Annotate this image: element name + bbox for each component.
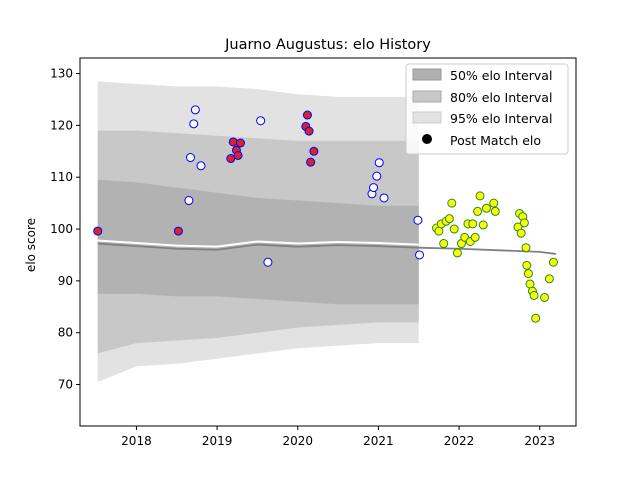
- elo-point: [379, 193, 389, 203]
- x-tick-label: 2020: [282, 434, 313, 448]
- chart-title: Juarno Augustus: elo History: [224, 37, 431, 53]
- legend-swatch-80: [412, 90, 442, 103]
- elo-point: [478, 220, 488, 230]
- elo-point: [489, 198, 499, 208]
- legend: 50% elo Interval 80% elo Interval 95% el…: [405, 63, 569, 155]
- elo-point: [189, 119, 199, 129]
- elo-point: [372, 171, 382, 181]
- elo-point: [184, 196, 194, 206]
- elo-point: [481, 203, 491, 213]
- elo-point: [190, 105, 200, 115]
- elo-point: [449, 224, 459, 234]
- elo-point: [304, 126, 314, 136]
- y-tick-label: 70: [58, 378, 73, 392]
- elo-point: [522, 260, 532, 270]
- elo-point: [439, 239, 449, 249]
- elo-point: [196, 161, 206, 171]
- x-tick-label: 2023: [524, 434, 555, 448]
- elo-point: [93, 226, 103, 236]
- x-tick-label: 2018: [121, 434, 152, 448]
- x-tick-label: 2019: [202, 434, 233, 448]
- elo-point: [309, 146, 319, 156]
- elo-point: [374, 158, 384, 168]
- elo-point: [263, 257, 273, 267]
- elo-point: [185, 153, 195, 163]
- legend-label-95: 95% elo Interval: [450, 111, 552, 126]
- x-tick-label: 2022: [444, 434, 475, 448]
- elo-point: [369, 183, 379, 193]
- y-axis-label: elo score: [24, 218, 38, 272]
- elo-interval-bands: [97, 81, 419, 382]
- elo-point: [521, 243, 531, 253]
- elo-point: [233, 150, 243, 160]
- legend-label-50: 50% elo Interval: [450, 68, 552, 83]
- y-axis: 70 80 90 100 110 120 130: [50, 67, 80, 392]
- elo-point: [470, 232, 480, 242]
- elo-point: [302, 110, 312, 120]
- x-tick-label: 2021: [363, 434, 394, 448]
- elo-point: [173, 226, 183, 236]
- elo-point: [413, 215, 423, 225]
- post-match-elo-points: [93, 105, 558, 323]
- elo-point: [306, 157, 316, 167]
- median-line: [97, 242, 556, 255]
- y-tick-label: 90: [58, 274, 73, 288]
- elo-point: [523, 269, 533, 279]
- y-tick-label: 80: [58, 326, 73, 340]
- elo-point: [548, 257, 558, 267]
- legend-label-post-match: Post Match elo: [450, 133, 541, 148]
- elo-point: [516, 228, 526, 238]
- legend-swatch-95: [412, 111, 442, 124]
- median-line-upper: [97, 239, 556, 252]
- elo-point: [256, 116, 266, 126]
- elo-point: [531, 313, 541, 323]
- elo-point: [490, 206, 500, 216]
- elo-point: [529, 290, 539, 300]
- elo-point: [473, 206, 483, 216]
- elo-point: [447, 198, 457, 208]
- plot-frame: [79, 57, 577, 427]
- elo-point: [444, 214, 454, 224]
- x-axis: 2018 2019 2020 2021 2022 2023: [121, 426, 555, 448]
- elo-point: [452, 248, 462, 258]
- median-elo-lines: [97, 239, 556, 255]
- elo-point: [226, 154, 236, 164]
- elo-point: [228, 137, 238, 147]
- elo-point: [519, 218, 529, 228]
- y-tick-label: 120: [50, 118, 73, 132]
- elo-point: [415, 250, 425, 260]
- legend-box: [405, 63, 569, 155]
- legend-label-80: 80% elo Interval: [450, 90, 552, 105]
- legend-swatch-50: [412, 68, 442, 81]
- elo-point: [235, 138, 245, 148]
- elo-point: [475, 191, 485, 201]
- y-tick-label: 110: [50, 170, 73, 184]
- y-tick-label: 100: [50, 222, 73, 236]
- elo-point: [540, 292, 550, 302]
- y-tick-label: 130: [50, 67, 73, 81]
- elo-point: [468, 219, 478, 229]
- elo-point: [544, 274, 554, 284]
- legend-marker-post-match: [422, 134, 432, 144]
